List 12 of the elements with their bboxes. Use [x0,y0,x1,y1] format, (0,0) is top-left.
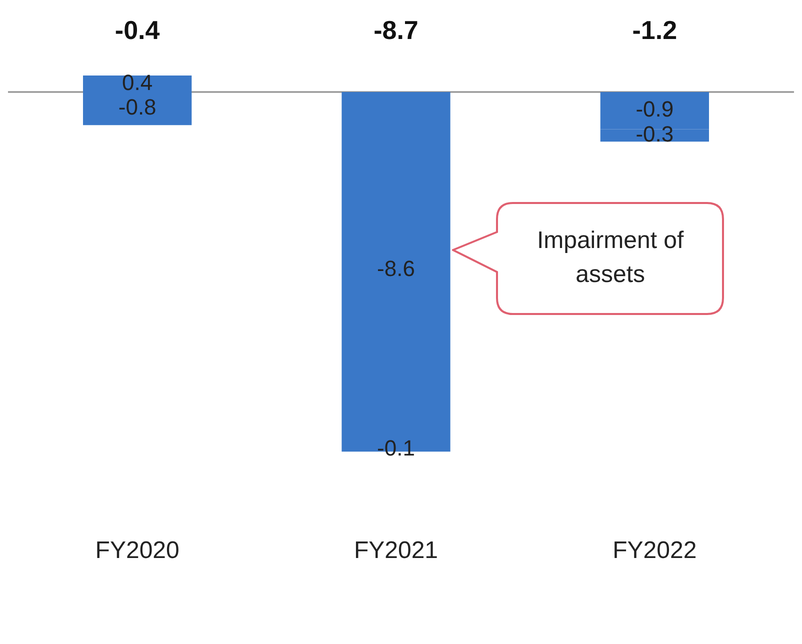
x-tick-label: FY2022 [612,537,697,564]
total-label: -1.2 [632,15,678,46]
total-label: -8.7 [374,15,418,46]
total-label: -0.4 [114,15,160,46]
data-label: -0.3 [636,122,674,147]
x-tick-label: FY2021 [354,537,438,564]
x-tick-label: FY2020 [95,537,180,564]
data-label: -0.9 [636,96,674,122]
data-label: 0.4 [122,70,153,95]
data-label: -0.8 [118,94,156,120]
annotation: Impairment of assets [536,226,685,290]
data-label: -8.6 [377,256,415,281]
